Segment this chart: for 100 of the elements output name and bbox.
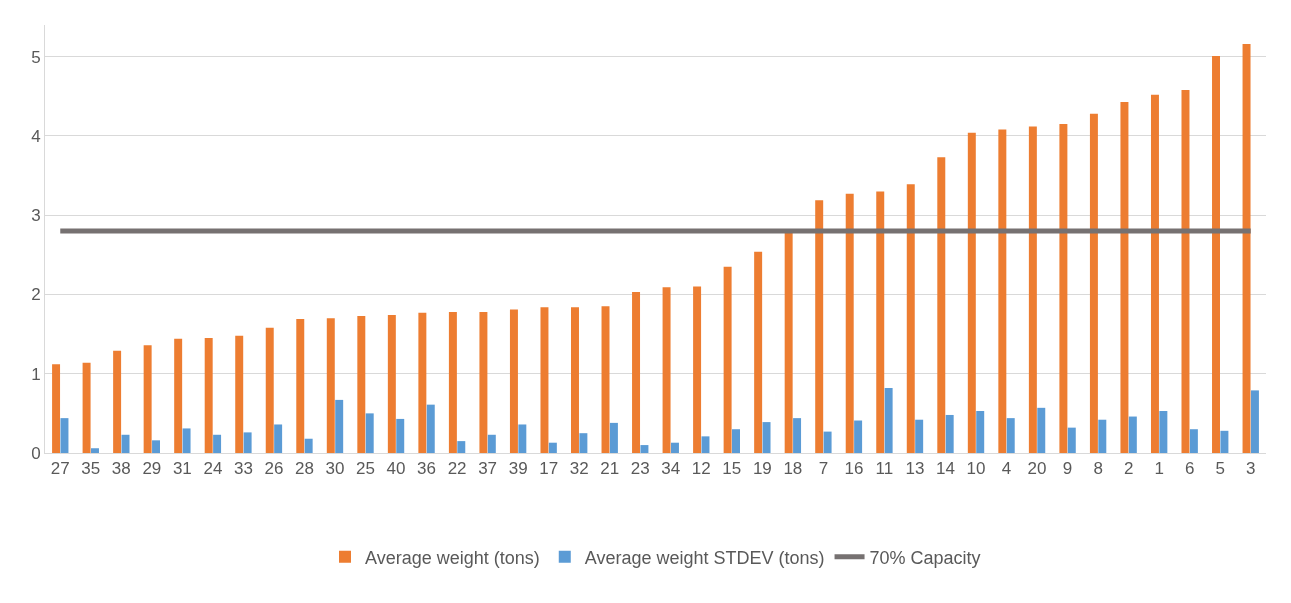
x-tick-label: 6 <box>1184 459 1195 479</box>
bar <box>571 307 579 453</box>
bar <box>548 442 557 453</box>
bar <box>1059 124 1068 453</box>
bar <box>487 434 496 453</box>
bar <box>457 441 466 453</box>
bar <box>182 428 191 453</box>
x-tick-label: 27 <box>50 459 70 479</box>
bar <box>609 422 618 453</box>
bar <box>243 432 252 453</box>
x-tick-label: 14 <box>936 459 955 479</box>
bar <box>326 318 335 453</box>
x-tick-label: 19 <box>752 459 772 479</box>
bar <box>82 362 91 453</box>
bar <box>396 418 405 453</box>
bar <box>670 442 679 453</box>
bar <box>1250 390 1259 453</box>
bar <box>1006 418 1015 453</box>
bar <box>998 129 1007 453</box>
bar <box>854 420 863 453</box>
bar <box>793 418 802 453</box>
bar <box>976 410 985 453</box>
x-tick-label: 29 <box>142 459 162 479</box>
x-tick-label: 35 <box>81 459 101 479</box>
x-tick-label: 37 <box>478 459 498 479</box>
bar <box>387 315 396 453</box>
bar <box>945 414 954 453</box>
bar <box>937 157 946 453</box>
x-tick-label: 30 <box>325 459 345 479</box>
bar <box>1028 126 1037 453</box>
bar <box>1242 44 1251 453</box>
x-tick-label: 13 <box>905 459 925 479</box>
bar <box>335 399 344 453</box>
bar <box>1089 113 1098 453</box>
bar <box>884 388 893 453</box>
bar <box>52 364 61 453</box>
bar <box>815 200 824 453</box>
bar <box>632 292 641 453</box>
legend-label: Average weight (tons) <box>365 547 540 568</box>
x-tick-label: 7 <box>818 459 829 479</box>
x-tick-label: 34 <box>661 459 681 479</box>
bar <box>143 345 152 453</box>
bar <box>1098 419 1107 453</box>
bar <box>640 445 649 453</box>
x-tick-label: 21 <box>600 459 620 479</box>
x-tick-label: 2 <box>1123 459 1134 479</box>
bar <box>693 286 702 453</box>
bar <box>304 438 313 453</box>
bar <box>296 319 305 453</box>
bar <box>509 309 518 453</box>
y-tick-label: 5 <box>31 47 41 67</box>
y-tick-label: 1 <box>31 364 41 384</box>
bar <box>1150 94 1159 453</box>
x-tick-label: 17 <box>539 459 559 479</box>
bar <box>213 434 222 453</box>
bar <box>1212 55 1220 453</box>
bar <box>876 191 885 453</box>
x-tick-label: 3 <box>1246 459 1256 479</box>
x-tick-label: 5 <box>1215 459 1225 479</box>
bar <box>579 433 588 453</box>
bar <box>823 431 832 453</box>
x-tick-label: 4 <box>1001 459 1012 479</box>
y-tick-label: 3 <box>31 206 41 226</box>
x-tick-label: 23 <box>630 459 650 479</box>
legend-label: Average weight STDEV (tons) <box>584 547 825 568</box>
y-tick-label: 4 <box>31 126 41 146</box>
y-tick-label: 0 <box>31 443 41 463</box>
bar <box>152 440 161 453</box>
bar <box>274 424 283 453</box>
legend-label: 70% Capacity <box>869 547 981 568</box>
bar <box>174 338 183 453</box>
bar <box>784 231 793 453</box>
bar <box>723 266 732 453</box>
bar <box>662 287 671 453</box>
bar <box>1120 101 1129 453</box>
x-tick-label: 25 <box>356 459 375 479</box>
x-tick-label: 22 <box>447 459 467 479</box>
bar <box>121 434 130 453</box>
bar <box>357 315 366 453</box>
bar <box>204 338 213 453</box>
bar <box>732 429 740 453</box>
x-tick-label: 11 <box>875 459 894 479</box>
bar <box>265 327 274 453</box>
x-tick-label: 28 <box>295 459 314 479</box>
bar <box>845 193 854 453</box>
x-tick-label: 1 <box>1154 459 1164 479</box>
bar <box>906 184 915 453</box>
x-tick-label: 8 <box>1093 459 1103 479</box>
bar <box>1067 427 1076 453</box>
bar <box>235 335 244 453</box>
bar <box>915 419 924 453</box>
bar <box>60 418 69 453</box>
bar <box>1159 410 1168 453</box>
bar <box>1189 429 1198 453</box>
bar <box>518 424 527 453</box>
x-tick-label: 15 <box>722 459 742 479</box>
x-tick-label: 24 <box>203 459 223 479</box>
x-tick-label: 26 <box>264 459 284 479</box>
bar <box>365 413 374 453</box>
y-tick-label: 2 <box>31 285 41 305</box>
